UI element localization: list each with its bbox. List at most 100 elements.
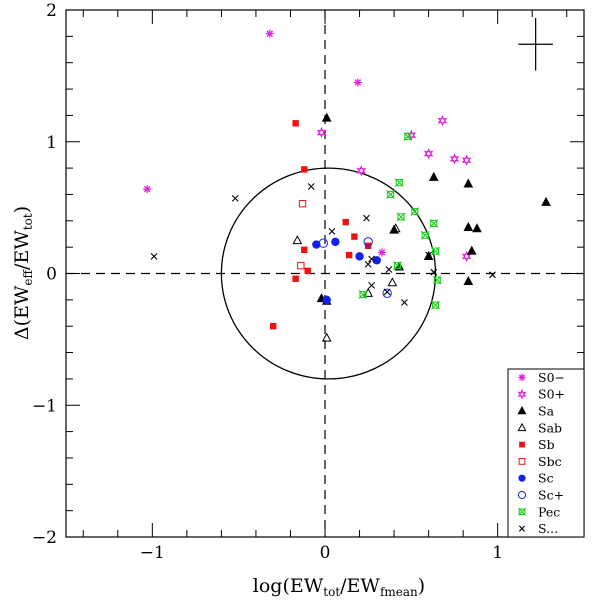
marker-stroke	[150, 252, 158, 260]
x-tick-label: 1	[492, 543, 503, 563]
y-tick-label: −2	[32, 528, 57, 548]
marker-shape	[342, 218, 349, 226]
data-point	[466, 245, 477, 255]
data-point	[328, 227, 336, 235]
data-point	[394, 178, 404, 187]
y-tick-label: 1	[46, 133, 57, 153]
y-axis-title-sub2: tot	[21, 213, 35, 230]
marker-shape	[517, 490, 527, 500]
data-point	[363, 214, 370, 222]
x-axis-title-main: log(EW	[253, 575, 324, 597]
marker-stroke	[420, 230, 430, 240]
marker-shape	[411, 208, 419, 216]
legend-label: Pec	[538, 504, 560, 519]
data-point	[301, 166, 308, 173]
data-point	[297, 261, 305, 270]
data-point	[403, 132, 413, 141]
marker-shape	[437, 115, 448, 127]
marker-shape	[270, 323, 277, 330]
legend-label: Sc	[538, 471, 554, 486]
data-point	[428, 171, 439, 181]
x-tick-label: 0	[320, 543, 331, 563]
series-square	[270, 120, 372, 330]
x-axis-title-sub1: tot	[323, 585, 340, 599]
legend-item: Pec	[518, 504, 560, 519]
marker-shape	[351, 233, 358, 240]
marker-shape	[322, 295, 331, 305]
marker-shape	[331, 237, 340, 247]
marker-shape	[517, 388, 527, 400]
marker-stroke	[425, 251, 432, 259]
marker-stroke	[364, 260, 372, 268]
data-point	[386, 190, 396, 199]
legend-label: Sb	[538, 437, 555, 452]
legend-item: S...	[518, 521, 558, 536]
data-point	[321, 332, 332, 342]
data-point	[425, 251, 432, 259]
legend-label: Sab	[538, 420, 562, 435]
legend-label: Sa	[538, 404, 555, 419]
marker-shape	[472, 223, 482, 233]
data-point	[463, 178, 474, 188]
y-tick-label: 0	[46, 265, 57, 285]
x-axis-title-sub2: fmean	[380, 585, 418, 599]
marker-shape	[393, 262, 402, 270]
marker-shape	[292, 120, 299, 127]
data-point	[363, 237, 373, 247]
marker-stroke	[143, 185, 151, 193]
data-point	[437, 115, 448, 127]
marker-stroke	[429, 219, 439, 228]
marker-stroke	[383, 288, 391, 296]
marker-stroke	[393, 261, 402, 270]
marker-shape	[355, 252, 364, 261]
marker-shape	[387, 277, 398, 287]
data-point	[489, 271, 496, 279]
marker-shape	[431, 301, 440, 309]
marker-shape	[518, 474, 526, 482]
x-axis-title-mid: /EW	[340, 575, 380, 597]
marker-shape	[461, 154, 472, 166]
data-point	[396, 212, 406, 222]
marker-shape	[359, 291, 367, 299]
marker-shape	[423, 147, 434, 160]
marker-shape	[404, 132, 412, 141]
series-circle-open	[318, 237, 392, 298]
marker-stroke	[518, 507, 526, 516]
marker-stroke	[489, 271, 496, 279]
data-point	[358, 290, 368, 299]
data-point	[431, 246, 440, 256]
data-point	[382, 288, 392, 298]
marker-stroke	[518, 374, 526, 381]
marker-shape	[463, 275, 474, 285]
series-circle	[312, 237, 381, 305]
x-axis-title: log(EWtot/EWfmean)	[253, 575, 425, 599]
data-point	[292, 120, 299, 127]
marker-stroke	[307, 183, 315, 190]
marker-shape	[421, 231, 429, 239]
marker-shape	[372, 256, 381, 265]
y-tick-label: −1	[32, 396, 57, 416]
marker-shape	[518, 508, 526, 516]
data-point	[463, 275, 474, 285]
y-axis-title-mid: /EW	[11, 230, 33, 270]
legend-marker	[518, 373, 526, 381]
data-point	[292, 275, 299, 282]
data-point	[298, 199, 307, 208]
data-point	[401, 299, 408, 306]
marker-shape	[363, 237, 373, 247]
data-point	[331, 237, 340, 247]
marker-shape	[318, 238, 328, 248]
marker-stroke	[358, 290, 368, 299]
marker-shape	[292, 275, 299, 282]
marker-shape	[345, 251, 353, 259]
marker-shape	[382, 288, 392, 298]
data-point	[431, 300, 440, 310]
legend-item: Sa	[517, 404, 555, 419]
series-triangle	[316, 112, 551, 305]
data-point	[410, 207, 420, 216]
marker-shape	[321, 112, 332, 122]
data-point	[429, 219, 439, 228]
legend-item: Sc	[518, 471, 554, 486]
marker-shape	[517, 405, 527, 415]
